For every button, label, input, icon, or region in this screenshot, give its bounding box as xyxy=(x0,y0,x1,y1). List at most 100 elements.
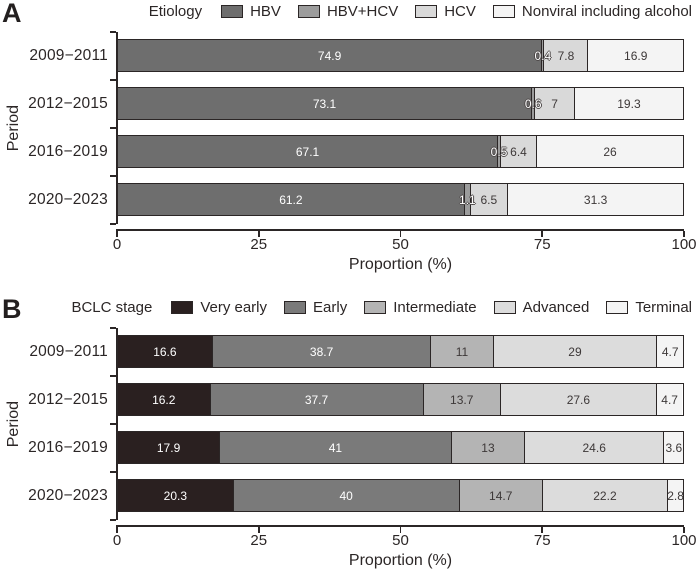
bclc-legend-title: BCLC stage xyxy=(71,299,153,316)
legend-item-early: Early xyxy=(284,299,347,316)
category-label-2020-2023: 2020−2023 xyxy=(28,191,108,208)
panel-a: A Etiology HBV HBV+HCV HCV Nonviral includi… xyxy=(0,0,697,290)
segment-hbv: 73.1 xyxy=(118,88,531,119)
legend-item-intermediate: Intermediate xyxy=(364,299,477,316)
segment-terminal: 4.7 xyxy=(655,384,683,415)
y-axis-line xyxy=(116,32,118,224)
segment-value: 6.4 xyxy=(510,144,527,159)
legend-item-hbv: HBV xyxy=(221,3,281,20)
segment-hbv: 74.9 xyxy=(118,40,542,71)
hbv-swatch xyxy=(221,5,244,18)
segment-value: 16.2 xyxy=(152,392,176,407)
segment-value: 26 xyxy=(603,144,617,159)
segment-nonviral-including-alcohol: 31.3 xyxy=(506,184,683,215)
segment-terminal: 4.7 xyxy=(656,336,683,367)
panel-a-plot: Period 2009−2011 74.9 0.4 7.8 16.9 2012−2015 7… xyxy=(5,0,697,285)
panel-b: B BCLC stage Very early Early Intermediate… xyxy=(0,296,697,581)
segment-hbv-hcv: 1.1 xyxy=(459,184,476,215)
x-axis-tick xyxy=(399,526,402,533)
segment-value: 22.2 xyxy=(593,488,617,503)
category-label-2012-2015: 2012−2015 xyxy=(28,391,108,408)
segment-terminal: 2.8 xyxy=(667,480,683,511)
segment-value: 74.9 xyxy=(317,48,342,63)
segment-hbv: 61.2 xyxy=(118,184,464,215)
category-label-2012-2015: 2012−2015 xyxy=(28,95,108,112)
panel-a-letter: A xyxy=(2,0,22,28)
x-tick-label-25: 25 xyxy=(250,532,268,549)
segment-value: 13.7 xyxy=(450,392,474,407)
early-swatch xyxy=(284,301,307,314)
segment-value: 2.8 xyxy=(667,488,684,503)
legend-label: HCV xyxy=(444,3,476,20)
segment-value: 17.9 xyxy=(156,440,181,455)
segment-value: 16.9 xyxy=(624,48,648,63)
y-axis-tick xyxy=(110,127,116,129)
segment-hcv: 7.8 xyxy=(543,40,588,71)
segment-hcv: 7 xyxy=(534,88,574,119)
stacked-bar-2020-2023: 20.3 40 14.7 22.2 2.8 xyxy=(117,479,684,512)
y-axis-tick xyxy=(110,423,116,425)
panel-b-x-axis-title: Proportion (%) xyxy=(348,552,453,569)
y-axis-tick xyxy=(110,223,116,225)
segment-advanced: 27.6 xyxy=(499,384,656,415)
x-tick-label-25: 25 xyxy=(250,236,268,253)
segment-hcv: 6.5 xyxy=(469,184,507,215)
stacked-bar-2009-2011: 16.6 38.7 11 29 4.7 xyxy=(117,335,684,368)
segment-value: 37.7 xyxy=(304,392,329,407)
segment-early: 41 xyxy=(219,432,451,463)
segment-value: 67.1 xyxy=(295,144,320,159)
segment-value: 7 xyxy=(551,96,558,111)
y-axis-line xyxy=(116,328,118,520)
stacked-bar-2012-2015: 16.2 37.7 13.7 27.6 4.7 xyxy=(117,383,684,416)
stacked-bar-2009-2011: 74.9 0.4 7.8 16.9 xyxy=(117,39,684,72)
intermediate-swatch xyxy=(364,301,387,314)
x-axis-tick xyxy=(541,526,544,533)
x-axis-line xyxy=(116,525,685,527)
legend-label: Nonviral including alcohol xyxy=(521,3,692,20)
x-tick-label-75: 75 xyxy=(533,532,551,549)
x-tick-label-0: 0 xyxy=(112,532,122,549)
x-tick-label-50: 50 xyxy=(392,532,409,549)
segment-value: 73.1 xyxy=(312,96,337,111)
segment-hbv-hcv: 0.6 xyxy=(525,88,542,119)
segment-hbv: 67.1 xyxy=(118,136,498,167)
legend-item-hbv-hcv: HBV+HCV xyxy=(297,3,399,20)
segment-value: 4.7 xyxy=(661,344,679,359)
x-axis-tick xyxy=(257,526,260,533)
x-tick-label-100: 100 xyxy=(671,532,697,549)
stacked-bar-2016-2019: 67.1 0.5 6.4 26 xyxy=(117,135,684,168)
segment-value: 24.6 xyxy=(582,440,606,455)
segment-very-early: 17.9 xyxy=(118,432,220,463)
legend-item-nonviral-including-alcohol: Nonviral including alcohol xyxy=(492,3,692,20)
hbv-hcv-swatch xyxy=(297,5,320,18)
advanced-swatch xyxy=(493,301,516,314)
legend-label: Advanced xyxy=(522,299,590,316)
legend-label: Intermediate xyxy=(393,299,477,316)
legend-label: Terminal xyxy=(635,299,692,316)
segment-value: 6.5 xyxy=(480,192,498,207)
segment-hcv: 6.4 xyxy=(499,136,537,167)
category-label-2009-2011: 2009−2011 xyxy=(29,343,108,360)
segment-very-early: 16.2 xyxy=(118,384,210,415)
segment-intermediate: 14.7 xyxy=(458,480,542,511)
y-axis-tick xyxy=(110,375,116,377)
y-axis-tick xyxy=(110,471,116,473)
segment-value: 16.6 xyxy=(153,344,177,359)
segment-value: 3.6 xyxy=(665,440,683,455)
segment-nonviral-including-alcohol: 26 xyxy=(536,136,683,167)
segment-hbv-hcv: 0.4 xyxy=(534,40,551,71)
panel-b-letter: B xyxy=(2,294,22,324)
x-tick-label-0: 0 xyxy=(112,236,122,253)
x-axis-tick xyxy=(116,230,118,237)
legend-item-hcv: HCV xyxy=(415,3,476,20)
legend-item-advanced: Advanced xyxy=(493,299,590,316)
bclc-legend: BCLC stage Very early Early Intermediate Ad… xyxy=(71,299,692,316)
hcv-swatch xyxy=(415,5,438,18)
segment-value: 38.7 xyxy=(309,344,334,359)
y-axis-tick xyxy=(110,79,116,81)
etiology-legend-items: HBV HBV+HCV HCV Nonviral including alcohol xyxy=(221,3,692,20)
legend-label: HBV+HCV xyxy=(326,3,399,20)
y-axis-tick xyxy=(110,31,116,33)
segment-value: 4.7 xyxy=(661,392,678,407)
